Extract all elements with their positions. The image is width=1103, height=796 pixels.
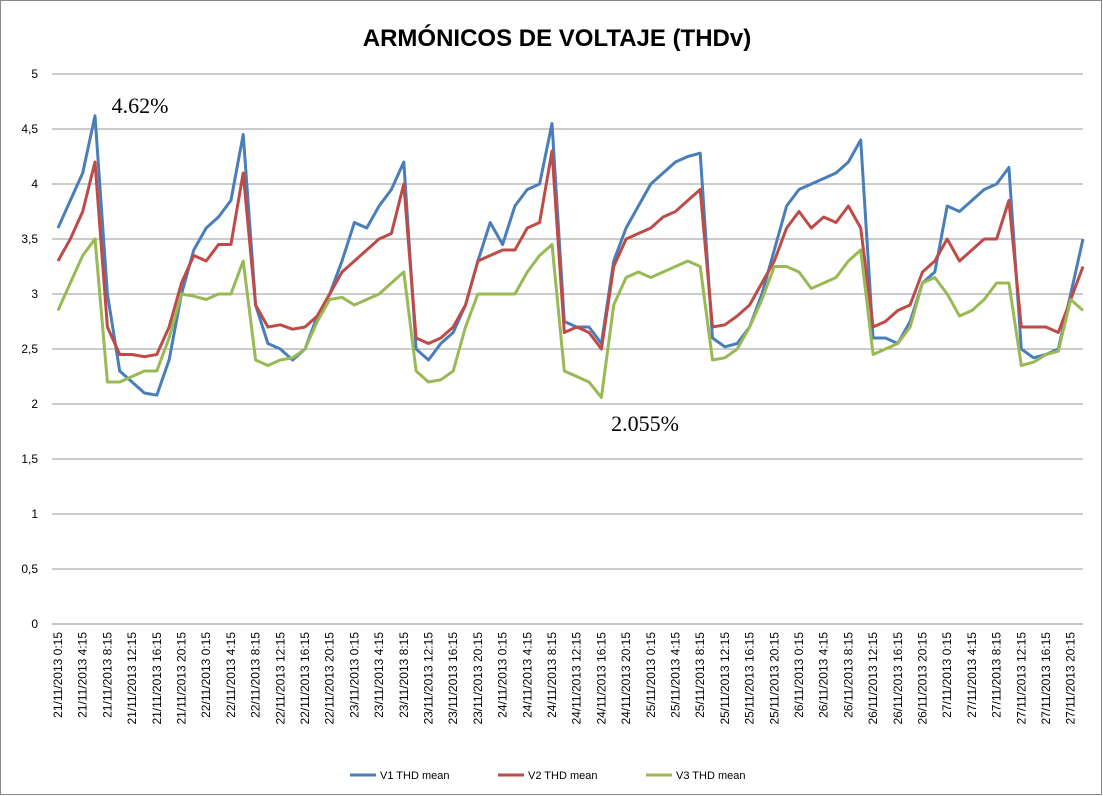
x-tick-label: 21/11/2013 0:15 bbox=[51, 632, 65, 718]
x-tick-label: 21/11/2013 20:15 bbox=[174, 632, 188, 725]
legend-label: V3 THD mean bbox=[676, 770, 746, 782]
x-tick-label: 25/11/2013 8:15 bbox=[693, 632, 707, 718]
legend-label: V2 THD mean bbox=[528, 770, 598, 782]
x-tick-label: 27/11/2013 20:15 bbox=[1064, 632, 1078, 725]
x-tick-label: 23/11/2013 8:15 bbox=[397, 632, 411, 718]
x-tick-label: 26/11/2013 8:15 bbox=[841, 632, 855, 718]
x-tick-label: 27/11/2013 16:15 bbox=[1039, 632, 1053, 725]
x-tick-label: 27/11/2013 4:15 bbox=[965, 632, 979, 718]
x-tick-label: 24/11/2013 16:15 bbox=[594, 632, 608, 725]
y-tick-label: 0,5 bbox=[21, 562, 38, 576]
x-tick-label: 26/11/2013 4:15 bbox=[817, 632, 831, 718]
x-tick-label: 25/11/2013 0:15 bbox=[644, 632, 658, 718]
y-tick-label: 2 bbox=[31, 397, 38, 411]
x-tick-label: 23/11/2013 20:15 bbox=[471, 632, 485, 725]
x-tick-label: 21/11/2013 4:15 bbox=[76, 632, 90, 718]
legend-label: V1 THD mean bbox=[380, 770, 450, 782]
x-tick-label: 27/11/2013 12:15 bbox=[1014, 632, 1028, 725]
x-tick-label: 25/11/2013 12:15 bbox=[718, 632, 732, 725]
x-tick-label: 26/11/2013 16:15 bbox=[891, 632, 905, 725]
x-tick-label: 26/11/2013 0:15 bbox=[792, 632, 806, 718]
y-tick-label: 2,5 bbox=[21, 342, 38, 356]
series-line bbox=[56, 237, 1084, 399]
x-tick-label: 22/11/2013 4:15 bbox=[224, 632, 238, 718]
y-tick-label: 5 bbox=[31, 67, 38, 81]
y-tick-label: 3,5 bbox=[21, 232, 38, 246]
x-tick-label: 21/11/2013 16:15 bbox=[150, 632, 164, 725]
series-line bbox=[56, 149, 1085, 359]
x-tick-label: 22/11/2013 20:15 bbox=[323, 632, 337, 725]
x-tick-label: 22/11/2013 0:15 bbox=[199, 632, 213, 718]
x-tick-label: 23/11/2013 4:15 bbox=[372, 632, 386, 718]
x-tick-label: 21/11/2013 8:15 bbox=[100, 632, 114, 718]
x-tick-label: 22/11/2013 8:15 bbox=[249, 632, 263, 718]
x-tick-label: 23/11/2013 12:15 bbox=[421, 632, 435, 725]
x-tick-label: 24/11/2013 12:15 bbox=[570, 632, 584, 725]
y-tick-label: 4,5 bbox=[21, 122, 38, 136]
annotation: 4.62% bbox=[112, 93, 169, 118]
x-tick-label: 24/11/2013 4:15 bbox=[520, 632, 534, 718]
x-tick-label: 24/11/2013 8:15 bbox=[545, 632, 559, 718]
y-tick-label: 3 bbox=[31, 287, 38, 301]
x-tick-label: 25/11/2013 16:15 bbox=[743, 632, 757, 725]
x-tick-label: 23/11/2013 16:15 bbox=[446, 632, 460, 725]
x-tick-label: 27/11/2013 8:15 bbox=[990, 632, 1004, 718]
chart-title: ARMÓNICOS DE VOLTAJE (THDv) bbox=[363, 24, 751, 52]
y-tick-label: 1 bbox=[31, 507, 38, 521]
x-tick-label: 24/11/2013 0:15 bbox=[496, 632, 510, 718]
x-tick-label: 25/11/2013 4:15 bbox=[668, 632, 682, 718]
x-tick-label: 21/11/2013 12:15 bbox=[125, 632, 139, 725]
x-tick-label: 23/11/2013 0:15 bbox=[347, 632, 361, 718]
x-tick-label: 26/11/2013 20:15 bbox=[915, 632, 929, 725]
x-tick-label: 27/11/2013 0:15 bbox=[940, 632, 954, 718]
y-tick-label: 1,5 bbox=[21, 452, 38, 466]
x-tick-label: 22/11/2013 12:15 bbox=[273, 632, 287, 725]
y-tick-label: 0 bbox=[31, 617, 38, 631]
y-tick-label: 4 bbox=[31, 177, 38, 191]
x-tick-label: 26/11/2013 12:15 bbox=[866, 632, 880, 725]
x-tick-label: 24/11/2013 20:15 bbox=[619, 632, 633, 725]
x-tick-label: 25/11/2013 20:15 bbox=[767, 632, 781, 725]
x-tick-label: 22/11/2013 16:15 bbox=[298, 632, 312, 725]
annotation: 2.055% bbox=[611, 411, 679, 436]
